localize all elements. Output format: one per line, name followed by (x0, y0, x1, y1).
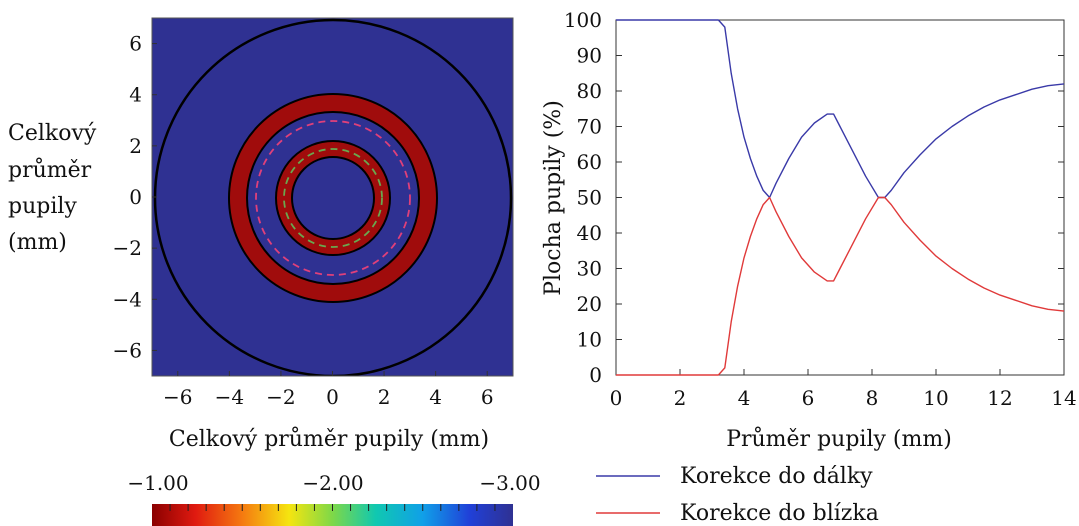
pupil-map-background (152, 18, 513, 376)
y-tick-label: 60 (577, 150, 602, 174)
legend-label-distance: Korekce do dálky (680, 464, 873, 489)
left-x-label: Celkový průměr pupily (mm) (169, 425, 489, 452)
outer-ring-edge-1 (228, 93, 438, 303)
y-axis-label: Plocha pupily (%) (541, 100, 566, 296)
y-tick-label: 40 (577, 221, 602, 245)
left-y-tick-label: −2 (113, 236, 142, 260)
y-tick-label: 0 (589, 363, 602, 387)
y-tick-label: 20 (577, 292, 602, 316)
outer-dashed-circle (255, 120, 411, 276)
left-x-tick-label: 2 (378, 385, 391, 409)
left-y-tick-label: −4 (113, 287, 142, 311)
y-tick-label: 30 (577, 257, 602, 281)
inner-ring-edge-1 (275, 140, 391, 256)
left-y-label-line-4: (mm) (8, 230, 67, 255)
outer-red-ring (229, 94, 437, 302)
x-tick-label: 6 (802, 386, 815, 410)
x-axis-label: Průměr pupily (mm) (726, 425, 952, 452)
y-ticks: 0 10 20 30 40 50 60 70 80 90 100 (564, 8, 1064, 387)
series-line-distance (616, 19, 1065, 199)
left-y-label-line-1: Celkový (8, 121, 97, 146)
legend-label-near: Korekce do blízka (680, 501, 879, 526)
inner-ring-edge-2 (291, 156, 375, 240)
x-ticks: 0 2 4 6 8 10 12 14 (610, 369, 1077, 410)
left-y-tick-label: 4 (129, 83, 142, 107)
left-y-tick-label: −6 (113, 338, 142, 362)
left-x-tick-label: −6 (163, 385, 192, 409)
colorbar-label-high: −3.00 (479, 471, 540, 495)
colorbar-label-low: −1.00 (127, 471, 188, 495)
series-group (616, 19, 1065, 376)
x-tick-label: 4 (738, 386, 751, 410)
x-tick-label: 12 (987, 386, 1012, 410)
colorbar-ticks (169, 504, 496, 511)
legend: Korekce do dálky Korekce do blízka (596, 464, 879, 526)
left-y-ticks: 6 4 2 0 −2 −4 −6 (113, 32, 157, 362)
y-tick-label: 10 (577, 328, 602, 352)
outer-black-circle (153, 18, 513, 376)
y-tick-label: 80 (577, 79, 602, 103)
left-x-tick-label: 4 (429, 385, 442, 409)
x-tick-label: 10 (923, 386, 948, 410)
left-y-label-line-2: průměr (8, 156, 92, 183)
x-tick-label: 0 (610, 386, 623, 410)
left-y-tick-label: 0 (129, 185, 142, 209)
series-line-near (616, 196, 1065, 376)
pupil-map-panel: −6 −4 −2 0 2 4 6 6 4 2 0 −2 −4 −6 Celkový průměr pup… (8, 17, 541, 526)
left-x-tick-label: −4 (215, 385, 244, 409)
x-tick-label: 8 (866, 386, 879, 410)
inner-dashed-circle (283, 148, 383, 248)
y-tick-label: 90 (577, 44, 602, 68)
left-y-tick-label: 6 (129, 32, 142, 56)
x-tick-label: 2 (674, 386, 687, 410)
x-tick-label: 14 (1051, 386, 1076, 410)
plot-area-frame (615, 19, 1065, 376)
line-chart-panel: 0 2 4 6 8 10 12 14 0 10 20 30 40 50 60 70 80 90 100 Ploch… (541, 8, 1077, 526)
y-tick-label: 100 (564, 8, 602, 32)
outer-ring-edge-2 (246, 111, 420, 285)
left-y-label-line-3: pupily (8, 194, 77, 219)
left-y-tick-label: 2 (129, 134, 142, 158)
left-x-tick-label: 0 (326, 385, 339, 409)
y-tick-label: 50 (577, 186, 602, 210)
left-x-ticks: −6 −4 −2 0 2 4 6 (163, 371, 494, 409)
left-x-tick-label: 6 (481, 385, 494, 409)
colorbar-label-mid: −2.00 (302, 471, 363, 495)
left-x-tick-label: −2 (266, 385, 295, 409)
y-tick-label: 70 (577, 115, 602, 139)
